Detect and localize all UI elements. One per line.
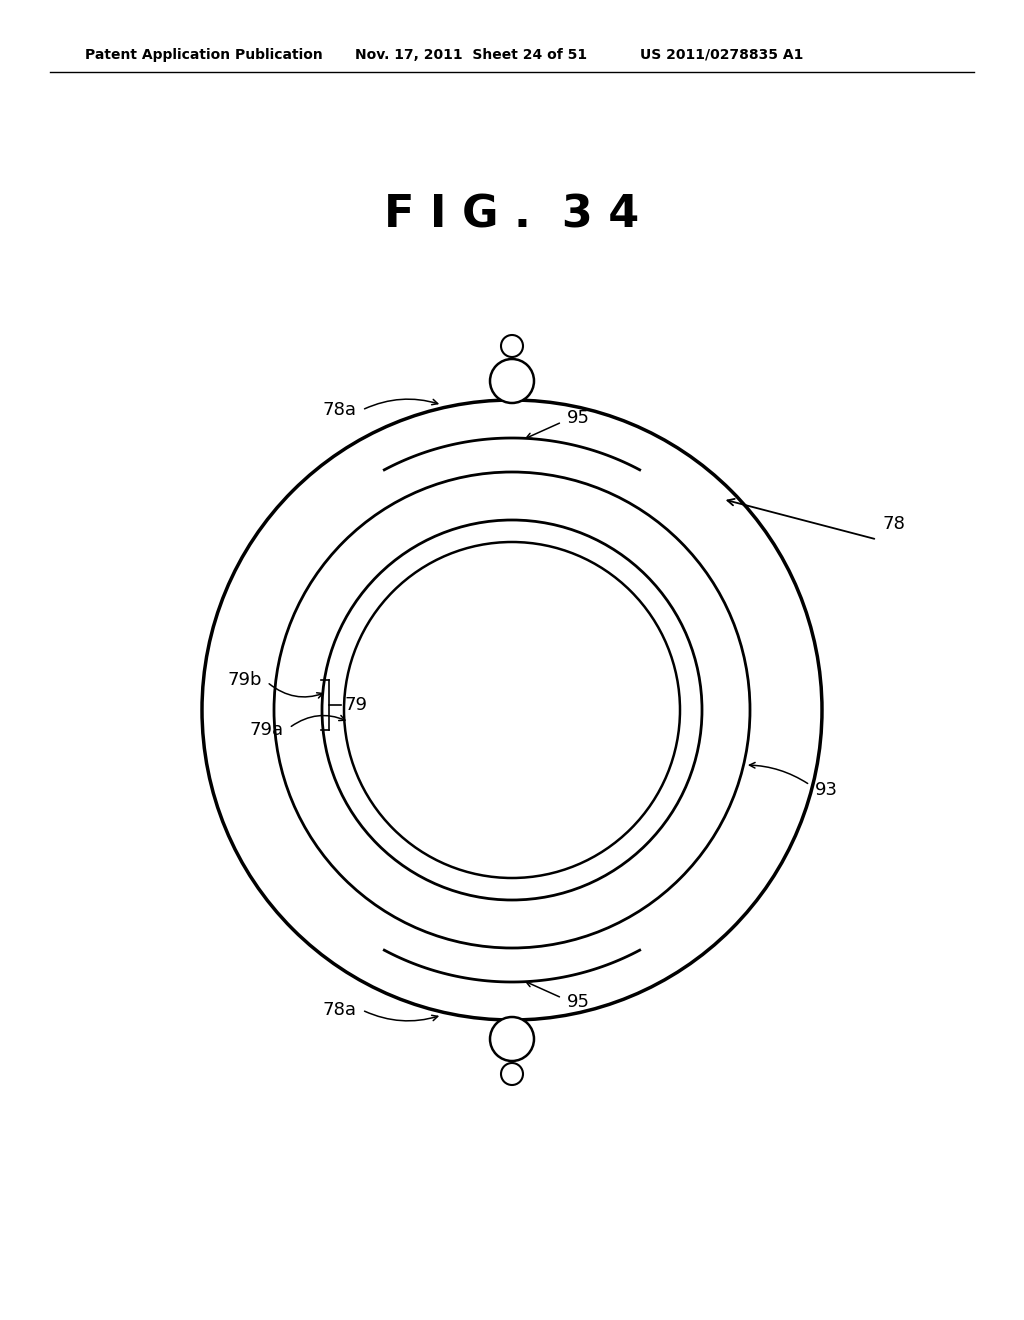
Text: 79a: 79a bbox=[250, 721, 284, 739]
Text: 78a: 78a bbox=[323, 401, 357, 418]
Text: US 2011/0278835 A1: US 2011/0278835 A1 bbox=[640, 48, 804, 62]
Text: 79: 79 bbox=[345, 696, 368, 714]
Text: F I G .  3 4: F I G . 3 4 bbox=[384, 194, 640, 236]
Text: 78a: 78a bbox=[323, 1001, 357, 1019]
Text: 78: 78 bbox=[882, 515, 905, 533]
Text: 95: 95 bbox=[567, 993, 590, 1011]
Circle shape bbox=[501, 335, 523, 356]
Circle shape bbox=[490, 1016, 534, 1061]
Text: 93: 93 bbox=[815, 781, 838, 799]
Text: 79b: 79b bbox=[227, 671, 262, 689]
Text: 95: 95 bbox=[567, 409, 590, 426]
Text: Nov. 17, 2011  Sheet 24 of 51: Nov. 17, 2011 Sheet 24 of 51 bbox=[355, 48, 587, 62]
Circle shape bbox=[501, 1063, 523, 1085]
Circle shape bbox=[490, 359, 534, 403]
Text: Patent Application Publication: Patent Application Publication bbox=[85, 48, 323, 62]
